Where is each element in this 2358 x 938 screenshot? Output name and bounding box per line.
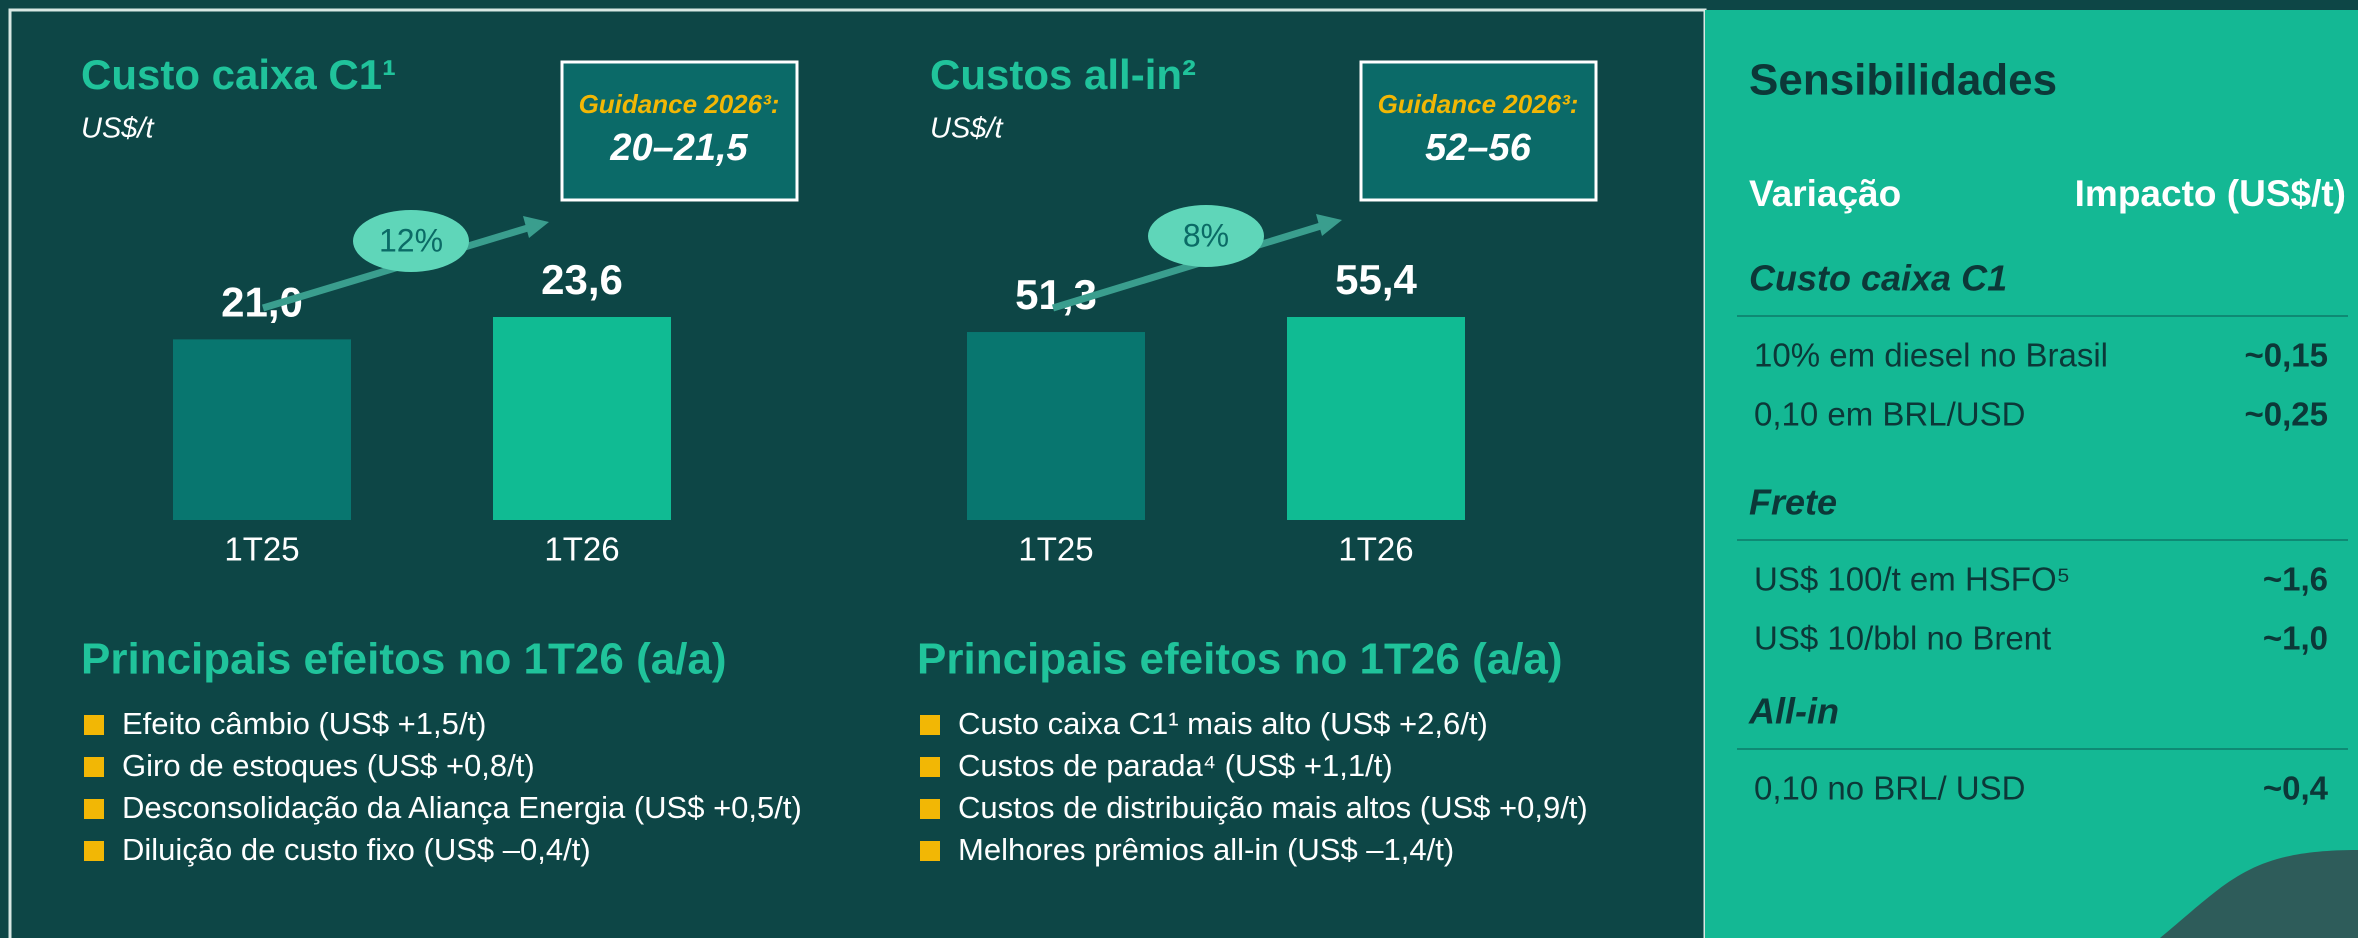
effect-item: Desconsolidação da Aliança Energia (US$ …: [122, 790, 802, 825]
chart-title: Custo caixa C1¹: [81, 51, 396, 98]
bullet: [84, 715, 104, 735]
value-label: 51,3: [1015, 271, 1097, 318]
row-label: 10% em diesel no Brasil: [1754, 337, 2108, 374]
effects-title: Principais efeitos no 1T26 (a/a): [917, 635, 1563, 684]
growth-label: 12%: [379, 222, 443, 258]
effect-item: Custos de distribuição mais altos (US$ +…: [958, 790, 1588, 825]
chart-title: Custos all-in²: [930, 51, 1196, 98]
guidance-value: 52–56: [1425, 127, 1532, 169]
chart-subtitle: US$/t: [930, 113, 1004, 145]
bar: [173, 339, 351, 520]
table-title: Sensibilidades: [1749, 56, 2057, 105]
guidance-value: 20–21,5: [609, 127, 748, 169]
effect-item: Custo caixa C1¹ mais alto (US$ +2,6/t): [958, 706, 1488, 741]
bar: [967, 332, 1145, 520]
row-label: US$ 10/bbl no Brent: [1754, 620, 2051, 657]
table-header: Variação: [1749, 173, 1901, 214]
x-tick-label: 1T25: [1018, 531, 1093, 568]
row-label: 0,10 em BRL/USD: [1754, 396, 2025, 433]
effect-item: Efeito câmbio (US$ +1,5/t): [122, 706, 486, 741]
x-tick-label: 1T26: [1338, 531, 1413, 568]
value-label: 23,6: [541, 256, 623, 303]
bullet: [84, 799, 104, 819]
bullet: [920, 841, 940, 861]
bar: [493, 317, 671, 520]
table-header: Impacto (US$/t): [2075, 173, 2346, 214]
bullet: [84, 757, 104, 777]
bullet: [920, 757, 940, 777]
chart-subtitle: US$/t: [81, 113, 155, 145]
slide: Custo caixa C1¹US$/t21,01T2523,61T2612%G…: [0, 0, 2358, 938]
bar: [1287, 317, 1465, 520]
row-label: 0,10 no BRL/ USD: [1754, 770, 2025, 807]
growth-label: 8%: [1183, 217, 1229, 253]
effect-item: Diluição de custo fixo (US$ –0,4/t): [122, 832, 591, 867]
section-title: Custo caixa C1: [1749, 258, 2007, 299]
effect-item: Giro de estoques (US$ +0,8/t): [122, 748, 535, 783]
row-label: US$ 100/t em HSFO⁵: [1754, 561, 2070, 598]
bullet: [920, 799, 940, 819]
row-value: ~0,25: [2245, 396, 2329, 433]
effect-item: Melhores prêmios all-in (US$ –1,4/t): [958, 832, 1454, 867]
value-label: 55,4: [1335, 256, 1417, 303]
section-title: Frete: [1749, 482, 1837, 523]
row-value: ~1,0: [2263, 620, 2328, 657]
bullet: [84, 841, 104, 861]
x-tick-label: 1T26: [544, 531, 619, 568]
effects-title: Principais efeitos no 1T26 (a/a): [81, 635, 727, 684]
effect-item: Custos de parada⁴ (US$ +1,1/t): [958, 748, 1393, 783]
row-value: ~0,4: [2263, 770, 2329, 807]
guidance-title: Guidance 2026³:: [1378, 89, 1579, 119]
row-value: ~1,6: [2263, 561, 2328, 598]
section-title: All-in: [1748, 691, 1839, 732]
x-tick-label: 1T25: [224, 531, 299, 568]
row-value: ~0,15: [2245, 337, 2329, 374]
bullet: [920, 715, 940, 735]
guidance-title: Guidance 2026³:: [579, 89, 780, 119]
